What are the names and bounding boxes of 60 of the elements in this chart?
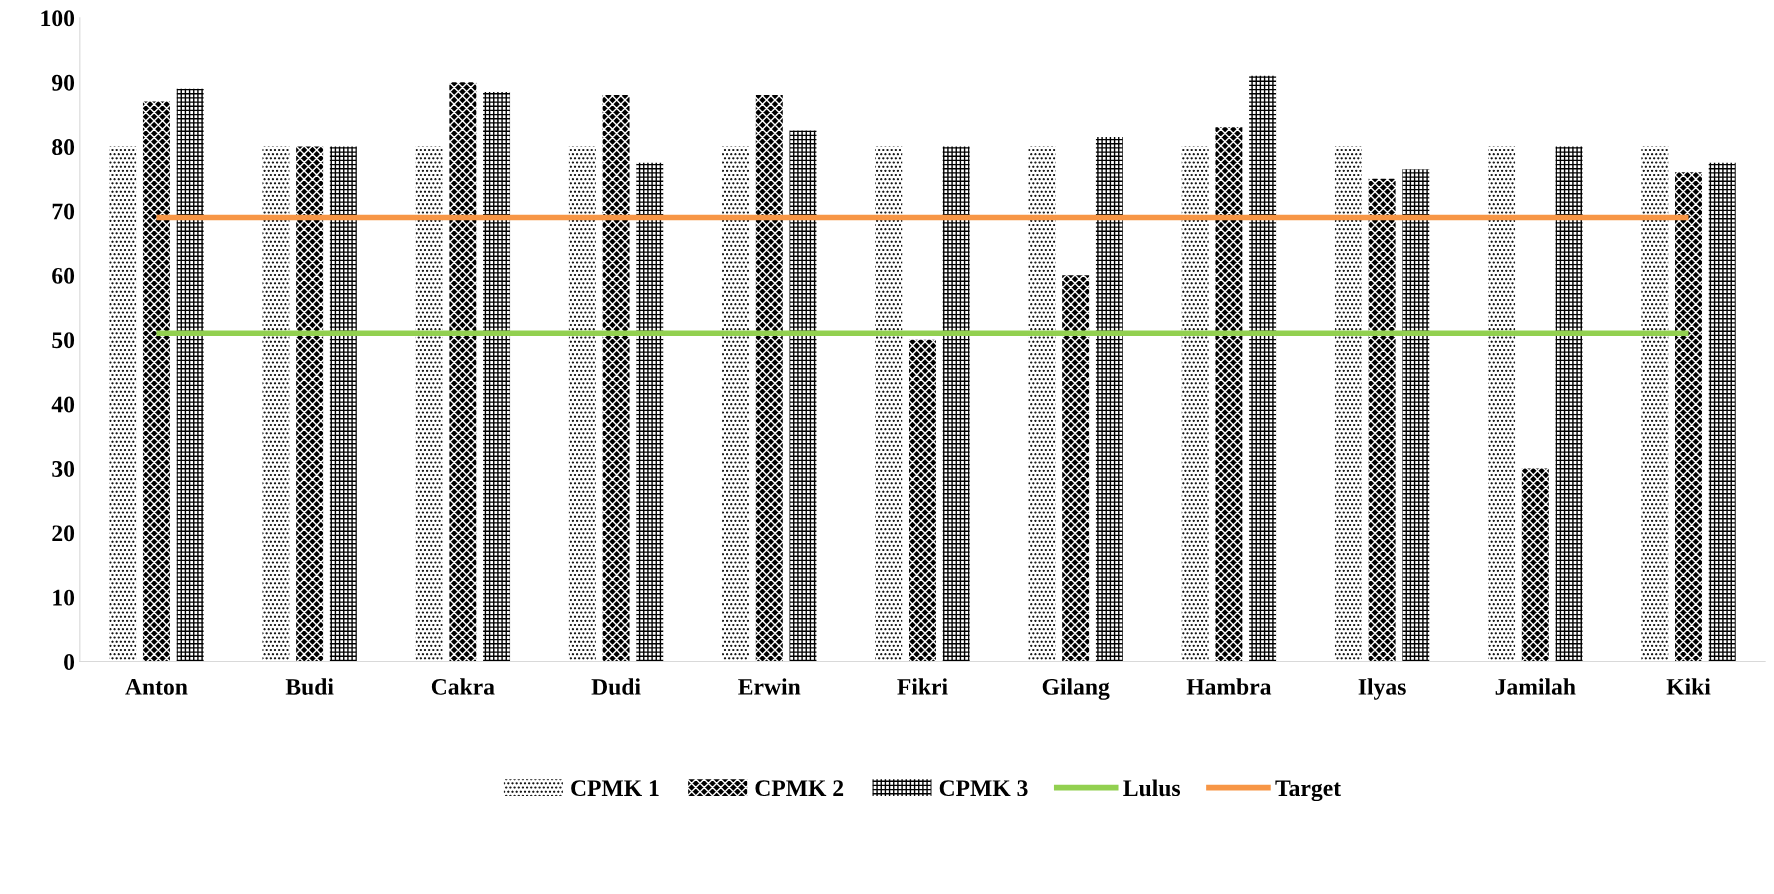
bar (909, 339, 936, 662)
bar (1334, 146, 1362, 662)
bar (1249, 75, 1277, 662)
bar (1555, 146, 1583, 662)
legend-label: CPMK 1 (571, 780, 659, 797)
bar (789, 130, 817, 662)
bar (262, 146, 290, 662)
x-tick-label: Fikri (897, 678, 948, 695)
bar (1181, 146, 1209, 662)
y-tick-label: 70 (52, 203, 75, 220)
legend-label: Target (1275, 780, 1341, 802)
legend-label: CPMK 2 (755, 780, 844, 797)
bar (755, 95, 783, 662)
bar (1488, 146, 1516, 662)
bar (602, 95, 630, 662)
bar (636, 162, 664, 662)
bar (483, 91, 511, 662)
bar (176, 88, 204, 662)
bar (1521, 468, 1549, 662)
x-tick-label: Budi (285, 678, 334, 695)
bar (415, 146, 443, 662)
bar (1215, 127, 1243, 662)
x-tick-label: Dudi (591, 678, 641, 695)
x-tick-label: Cakra (431, 678, 495, 695)
x-tick-label: Kiki (1666, 678, 1711, 695)
y-tick-label: 100 (41, 10, 75, 27)
bar (142, 101, 170, 662)
bar (1708, 162, 1736, 662)
x-tick-label: Ilyas (1358, 678, 1406, 700)
legend-label: Lulus (1123, 779, 1181, 797)
y-tick-label: 30 (52, 460, 75, 477)
y-tick-label: 80 (52, 139, 75, 156)
bar (1402, 169, 1430, 662)
bar (1095, 136, 1123, 662)
x-tick-label: Anton (125, 679, 188, 695)
bar (449, 82, 477, 662)
bar (875, 146, 903, 662)
bar (329, 146, 357, 662)
bar (1062, 275, 1090, 662)
x-tick-label: Gilang (1042, 678, 1110, 700)
bar (722, 146, 750, 662)
bar (1675, 172, 1703, 662)
x-tick-label: Erwin (738, 678, 801, 695)
y-tick-label: 60 (52, 267, 75, 284)
x-tick-label: Jamilah (1495, 678, 1576, 695)
x-tick-label: Hambra (1186, 678, 1272, 695)
bar (296, 146, 324, 662)
bar (568, 146, 596, 662)
y-tick-label: 50 (52, 332, 75, 349)
y-tick-label: 20 (52, 525, 75, 542)
y-tick-label: 0 (64, 654, 75, 670)
y-tick-label: 40 (51, 396, 75, 413)
legend-label: CPMK 3 (939, 780, 1028, 797)
y-tick-label: 90 (52, 74, 75, 91)
bar (1028, 146, 1056, 662)
bar (942, 146, 970, 662)
bar (109, 146, 137, 662)
bar (1368, 178, 1396, 662)
y-tick-label: 10 (53, 589, 75, 606)
bar (1641, 146, 1669, 662)
